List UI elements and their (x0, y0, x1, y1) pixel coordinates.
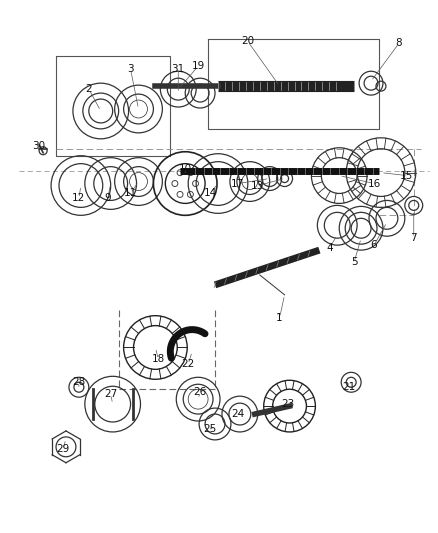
Text: 15: 15 (400, 171, 413, 181)
Text: 25: 25 (203, 424, 217, 434)
Text: 7: 7 (410, 233, 417, 243)
Text: 1: 1 (276, 313, 283, 322)
Text: 31: 31 (172, 64, 185, 74)
Text: 11: 11 (124, 189, 137, 198)
Text: 21: 21 (343, 382, 356, 392)
Text: 14: 14 (203, 189, 217, 198)
Text: 8: 8 (396, 38, 402, 49)
Text: 9: 9 (104, 193, 111, 204)
Text: 6: 6 (371, 240, 377, 250)
Text: 28: 28 (72, 377, 85, 387)
Text: 22: 22 (182, 359, 195, 369)
Text: 17: 17 (231, 179, 244, 189)
Text: 19: 19 (191, 61, 205, 71)
Text: 27: 27 (104, 389, 117, 399)
Text: 29: 29 (57, 444, 70, 454)
Text: 2: 2 (85, 84, 92, 94)
Text: 23: 23 (281, 399, 294, 409)
Text: 13: 13 (251, 181, 265, 190)
Text: 26: 26 (194, 387, 207, 397)
Text: 20: 20 (241, 36, 254, 46)
Text: 24: 24 (231, 409, 244, 419)
Text: 30: 30 (32, 141, 46, 151)
Text: 12: 12 (72, 193, 85, 204)
Text: 4: 4 (326, 243, 332, 253)
Text: 18: 18 (152, 354, 165, 365)
Text: 16: 16 (367, 179, 381, 189)
Text: 5: 5 (351, 257, 357, 267)
Text: 3: 3 (127, 64, 134, 74)
Text: 10: 10 (179, 164, 192, 174)
